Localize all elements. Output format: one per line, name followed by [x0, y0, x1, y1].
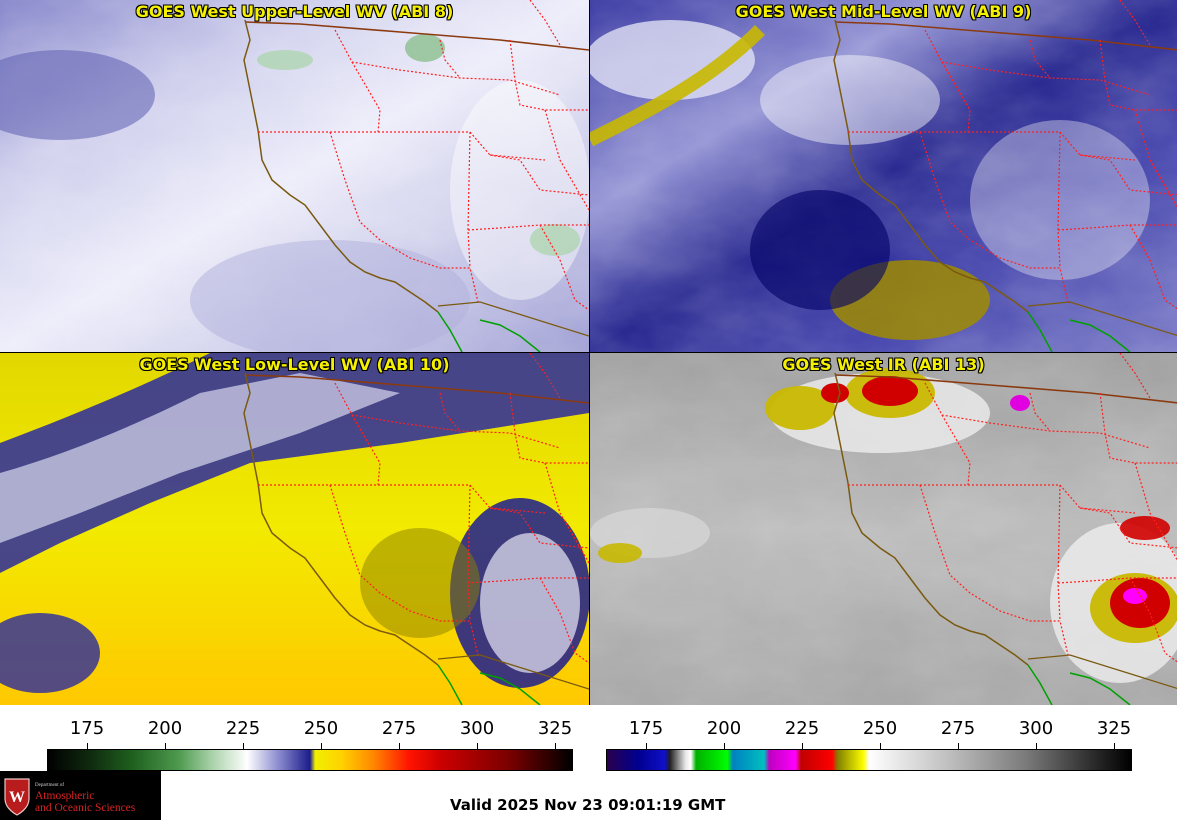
- infrared-image: [590, 353, 1177, 705]
- logo-oceanic-sciences: and Oceanic Sciences: [35, 802, 136, 814]
- panel-divider-horizontal: [0, 352, 1177, 353]
- colorbar-tick-label: 300: [1018, 718, 1054, 739]
- colorbar-tick: [477, 743, 478, 749]
- colorbar-tick: [321, 743, 322, 749]
- colorbar-tick-label: 275: [940, 718, 976, 739]
- colorbar-tick-label: 250: [303, 718, 339, 739]
- panel-title: GOES West Mid-Level WV (ABI 9): [735, 2, 1032, 21]
- valid-time: Valid 2025 Nov 23 09:01:19 GMT: [450, 796, 726, 814]
- colorbar-tick: [165, 743, 166, 749]
- upper-level-wv-panel: GOES West Upper-Level WV (ABI 8): [0, 0, 589, 352]
- colorbar-tick: [399, 743, 400, 749]
- colorbar-tick-label: 200: [706, 718, 742, 739]
- colorbar-tick-label: 225: [225, 718, 261, 739]
- mid-level-wv-panel: GOES West Mid-Level WV (ABI 9): [590, 0, 1177, 352]
- colorbar-tick: [1036, 743, 1037, 749]
- colorbar-tick-label: 200: [147, 718, 183, 739]
- colorbar-tick-label: 175: [628, 718, 664, 739]
- colorbar-tick: [1114, 743, 1115, 749]
- mid-level-wv-image: [590, 0, 1177, 352]
- colorbar-tick-label: 275: [381, 718, 417, 739]
- logo-atmospheric: Atmospheric: [35, 790, 95, 802]
- colorbar-tick-label: 300: [459, 718, 495, 739]
- department-logo: W Department of Atmospheric and Oceanic …: [0, 771, 161, 820]
- colorbar-tick-label: 225: [784, 718, 820, 739]
- water-vapor-colorbar: [47, 749, 573, 771]
- colorbar-tick: [958, 743, 959, 749]
- colorbar-tick: [646, 743, 647, 749]
- colorbar-tick-label: 325: [537, 718, 573, 739]
- upper-level-wv-image: [0, 0, 589, 352]
- colorbar-tick: [87, 743, 88, 749]
- svg-text:W: W: [9, 789, 25, 806]
- colorbar-tick: [724, 743, 725, 749]
- panel-title: GOES West Low-Level WV (ABI 10): [139, 355, 450, 374]
- colorbar-tick-label: 175: [69, 718, 105, 739]
- infrared-panel: GOES West IR (ABI 13): [590, 353, 1177, 705]
- colorbar-tick-label: 250: [862, 718, 898, 739]
- colorbar-tick: [880, 743, 881, 749]
- colorbar-tick: [243, 743, 244, 749]
- colorbar-tick: [802, 743, 803, 749]
- logo-department-of: Department of: [35, 783, 65, 788]
- panel-title: GOES West IR (ABI 13): [782, 355, 985, 374]
- university-seal-icon: W: [4, 778, 30, 816]
- colorbar-tick-label: 325: [1096, 718, 1132, 739]
- low-level-wv-panel: GOES West Low-Level WV (ABI 10): [0, 353, 589, 705]
- panel-title: GOES West Upper-Level WV (ABI 8): [135, 2, 454, 21]
- colorbar-tick: [555, 743, 556, 749]
- low-level-wv-image: [0, 353, 589, 705]
- infrared-colorbar: [606, 749, 1132, 771]
